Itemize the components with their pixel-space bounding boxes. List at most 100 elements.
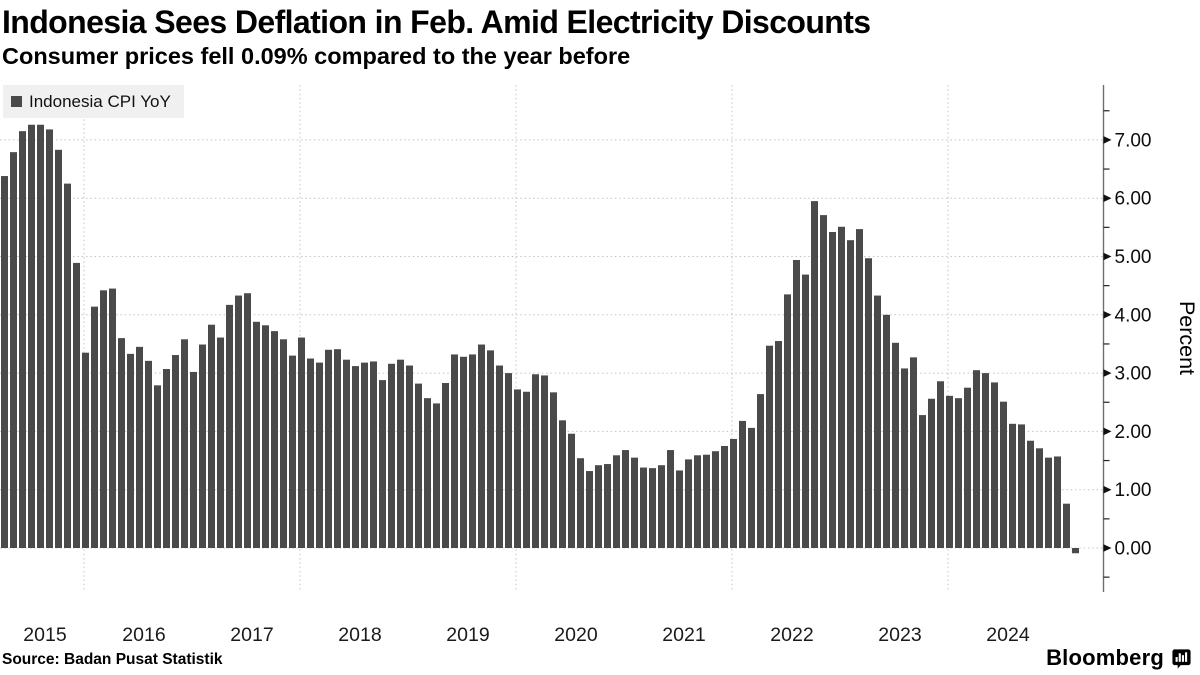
cpi-bar — [478, 344, 485, 548]
cpi-bar — [127, 353, 134, 548]
x-year-label: 2016 — [122, 624, 165, 646]
cpi-bar — [550, 392, 557, 548]
cpi-bar — [307, 358, 314, 548]
cpi-bar — [667, 450, 674, 548]
cpi-bar — [190, 371, 197, 548]
cpi-bar — [901, 368, 908, 548]
cpi-bar — [532, 374, 539, 548]
legend-swatch-icon — [11, 96, 22, 107]
cpi-bar — [262, 325, 269, 548]
cpi-bar — [154, 385, 161, 548]
cpi-bar — [622, 450, 629, 548]
x-year-label: 2023 — [878, 624, 921, 646]
cpi-bar — [46, 129, 53, 548]
cpi-bar — [91, 306, 98, 548]
cpi-bar — [1018, 424, 1025, 548]
cpi-bar — [226, 304, 233, 548]
chart-legend: Indonesia CPI YoY — [3, 85, 184, 118]
cpi-bar — [784, 294, 791, 548]
cpi-bar — [379, 380, 386, 548]
cpi-bar — [883, 314, 890, 548]
cpi-bar — [136, 346, 143, 548]
y-tick-arrow-icon — [1103, 427, 1112, 436]
cpi-bar — [730, 438, 737, 548]
cpi-bar — [415, 383, 422, 548]
cpi-bar — [1009, 423, 1016, 548]
cpi-bar — [244, 293, 251, 548]
x-year-label: 2017 — [230, 624, 273, 646]
cpi-bar — [181, 339, 188, 548]
source-note: Source: Badan Pusat Statistik — [2, 651, 223, 668]
cpi-bar — [109, 288, 116, 548]
cpi-bar — [172, 355, 179, 548]
cpi-bar — [595, 465, 602, 548]
cpi-bar — [406, 365, 413, 548]
cpi-bar — [973, 370, 980, 548]
cpi-bar — [874, 295, 881, 548]
cpi-bar — [370, 361, 377, 548]
cpi-bar — [496, 365, 503, 548]
cpi-bar — [541, 375, 548, 548]
cpi-bar — [613, 455, 620, 548]
cpi-bar — [865, 258, 872, 548]
bloomberg-terminal-icon — [1172, 648, 1191, 669]
cpi-bar — [892, 342, 899, 548]
cpi-bar — [487, 350, 494, 548]
x-year-label: 2018 — [338, 624, 381, 646]
legend-label: Indonesia CPI YoY — [29, 91, 171, 111]
cpi-bar — [847, 240, 854, 548]
cpi-bar — [1045, 457, 1052, 548]
cpi-bar — [208, 324, 215, 548]
cpi-bar — [451, 354, 458, 548]
cpi-bar — [253, 321, 260, 548]
cpi-bar — [838, 226, 845, 548]
page-subtitle: Consumer prices fell 0.09% compared to t… — [2, 43, 631, 69]
cpi-bar — [82, 352, 89, 548]
cpi-bar — [73, 262, 80, 548]
cpi-bar — [1054, 456, 1061, 548]
cpi-bar — [721, 445, 728, 548]
cpi-bar — [955, 398, 962, 548]
cpi-bar — [775, 341, 782, 548]
cpi-bar — [145, 360, 152, 548]
cpi-bar — [1036, 448, 1043, 548]
cpi-bar — [1063, 503, 1070, 548]
y-tick-arrow-icon — [1103, 194, 1112, 202]
cpi-bar — [235, 295, 242, 548]
cpi-bar — [1027, 440, 1034, 548]
cpi-bar — [739, 420, 746, 548]
x-year-label: 2015 — [23, 624, 67, 646]
x-year-label: 2020 — [554, 624, 598, 646]
cpi-bar — [766, 345, 773, 548]
bloomberg-wordmark: Bloomberg — [1046, 645, 1164, 670]
y-tick-label: 1.00 — [1115, 480, 1152, 501]
y-tick-arrow-icon — [1103, 544, 1112, 552]
y-tick-arrow-icon — [1103, 311, 1112, 319]
y-tick-label: 5.00 — [1115, 247, 1152, 268]
cpi-bar — [271, 331, 278, 548]
cpi-bar — [442, 383, 449, 548]
cpi-bar — [946, 395, 953, 548]
cpi-bar — [37, 124, 44, 548]
cpi-bar — [712, 451, 719, 548]
cpi-bar — [343, 359, 350, 548]
cpi-bar — [523, 391, 530, 548]
cpi-bar — [316, 362, 323, 548]
cpi-bar — [658, 465, 665, 548]
cpi-bar — [388, 363, 395, 548]
cpi-bar — [514, 389, 521, 548]
y-tick-arrow-icon — [1103, 485, 1112, 494]
cpi-bar — [802, 274, 809, 548]
bloomberg-logo: Bloomberg — [1046, 645, 1192, 671]
cpi-bar — [163, 369, 170, 548]
cpi-bar — [577, 458, 584, 548]
y-tick-label: 4.00 — [1115, 305, 1152, 326]
cpi-bar — [505, 373, 512, 548]
cpi-bar — [334, 349, 341, 548]
cpi-bar — [55, 149, 62, 548]
cpi-bar — [649, 468, 656, 548]
cpi-bar — [919, 415, 926, 548]
cpi-bar — [325, 349, 332, 548]
